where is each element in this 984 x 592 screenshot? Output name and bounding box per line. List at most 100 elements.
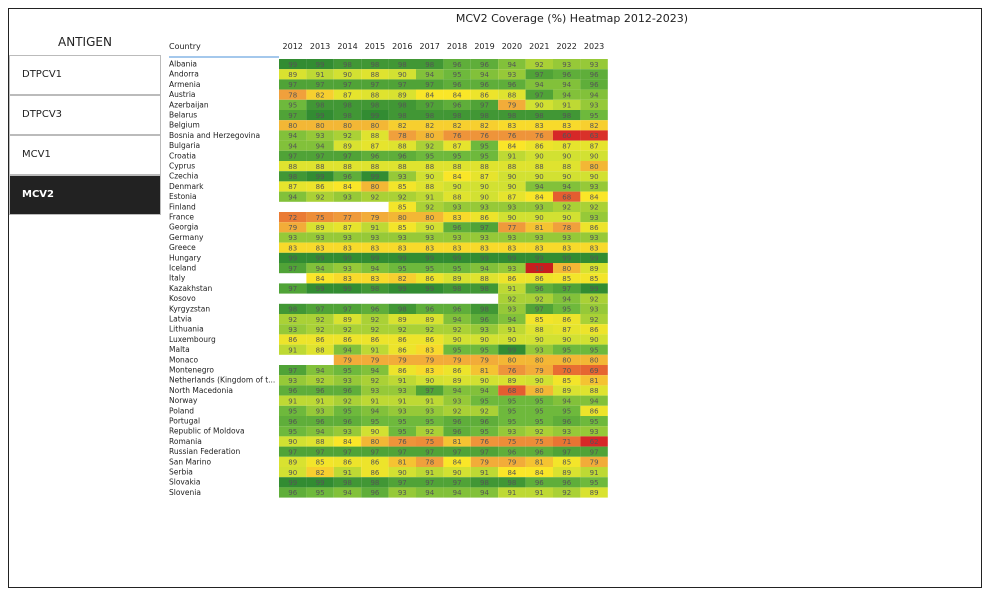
cell-value: 92: [370, 316, 379, 324]
cell-value: 97: [535, 91, 544, 99]
cell-value: 60: [562, 132, 571, 140]
heat-cell: [361, 405, 389, 416]
cell-value: 94: [370, 367, 379, 375]
cell-value: 90: [425, 173, 434, 181]
heat-cell: [388, 181, 416, 192]
heat-cell: [553, 242, 581, 253]
cell-value: 94: [288, 132, 297, 140]
heat-cell: [388, 314, 416, 325]
cell-value: 96: [480, 61, 489, 69]
heat-cell: [361, 365, 389, 376]
cell-value: 92: [535, 428, 544, 436]
heat-cell: [333, 314, 362, 325]
cell-value: 80: [288, 122, 297, 130]
heat-cell: [498, 293, 526, 304]
cell-value: 83: [425, 346, 434, 354]
heat-cell: [416, 395, 444, 406]
year-header: 2021: [529, 42, 549, 51]
heat-cell: [553, 395, 581, 406]
cell-value: 90: [480, 336, 489, 344]
country-label: France: [169, 213, 194, 222]
heat-cell: [279, 222, 307, 233]
cell-value: 96: [562, 418, 571, 426]
cell-value: 93: [398, 489, 407, 497]
cell-value: 97: [288, 153, 297, 161]
cell-value: 97: [425, 387, 434, 395]
heat-cell: [306, 120, 334, 131]
cell-value: 81: [535, 224, 544, 232]
heat-cell: [388, 416, 416, 427]
cell-value: 94: [316, 367, 325, 375]
heat-cell: [580, 69, 608, 80]
heat-cell: [333, 456, 362, 467]
cell-value: 88: [316, 438, 325, 446]
cell-value: 84: [453, 459, 462, 467]
heat-cell: [306, 222, 334, 233]
heat-cell: [498, 405, 526, 416]
heat-cell: [525, 273, 553, 284]
heat-cell: [416, 273, 444, 284]
heat-cell: [416, 385, 444, 396]
heat-cell: [333, 120, 362, 131]
heat-cell: [443, 426, 471, 437]
cell-value: 88: [535, 326, 544, 334]
cell-value: 95: [507, 418, 516, 426]
heat-cell: [306, 395, 334, 406]
cell-value: 86: [343, 459, 352, 467]
slicer-item[interactable]: DTPCV3: [9, 95, 161, 135]
heat-cell: [525, 385, 553, 396]
cell-value: 95: [480, 428, 489, 436]
heat-cell: [470, 354, 499, 365]
heat-cell: [580, 344, 608, 355]
slicer-item[interactable]: MCV1: [9, 135, 161, 175]
heat-cell: [443, 405, 471, 416]
cell-value: 86: [535, 275, 544, 283]
cell-value: 90: [535, 102, 544, 110]
heat-cell: [361, 99, 389, 110]
cell-value: 90: [288, 438, 297, 446]
cell-value: 90: [590, 153, 599, 161]
heat-cell: [498, 273, 526, 284]
heat-cell: [361, 283, 389, 294]
cell-value: 88: [316, 346, 325, 354]
cell-value: 99: [316, 112, 325, 120]
cell-value: 90: [370, 428, 379, 436]
heat-cell: [333, 263, 362, 274]
cell-value: 91: [370, 397, 379, 405]
cell-value: 92: [590, 295, 599, 303]
heat-cell: [525, 59, 553, 70]
cell-value: 92: [398, 326, 407, 334]
heat-cell: [470, 436, 499, 447]
heat-cell: [553, 191, 581, 202]
heat-cell: [388, 456, 416, 467]
slicer-item[interactable]: DTPCV1: [9, 55, 161, 95]
slicer-item[interactable]: MCV2: [9, 175, 161, 215]
cell-value: 94: [453, 316, 462, 324]
cell-value: 95: [535, 418, 544, 426]
heat-cell: [306, 263, 334, 274]
column-header: Country: [169, 42, 201, 51]
cell-value: 94: [480, 387, 489, 395]
cell-value: 90: [562, 173, 571, 181]
heat-cell: [470, 467, 499, 478]
cell-value: 96: [480, 81, 489, 89]
heat-cell: [498, 446, 526, 457]
heat-cell: [553, 130, 581, 141]
cell-value: 93: [480, 234, 489, 242]
heat-cell: [580, 242, 608, 253]
country-label: Azerbaijan: [169, 100, 209, 109]
cell-value: 95: [507, 408, 516, 416]
cell-value: 91: [288, 397, 297, 405]
heat-cell: [580, 140, 608, 151]
heat-cell: [306, 232, 334, 243]
country-label: Belgium: [169, 121, 200, 130]
cell-value: 84: [425, 91, 434, 99]
cell-value: 93: [288, 326, 297, 334]
cell-value: 79: [480, 357, 489, 365]
cell-value: 84: [453, 91, 462, 99]
heat-cell: [416, 212, 444, 223]
heat-cell: [361, 436, 389, 447]
heat-cell: [498, 181, 526, 192]
heat-cell: [470, 395, 499, 406]
cell-value: 93: [343, 265, 352, 273]
